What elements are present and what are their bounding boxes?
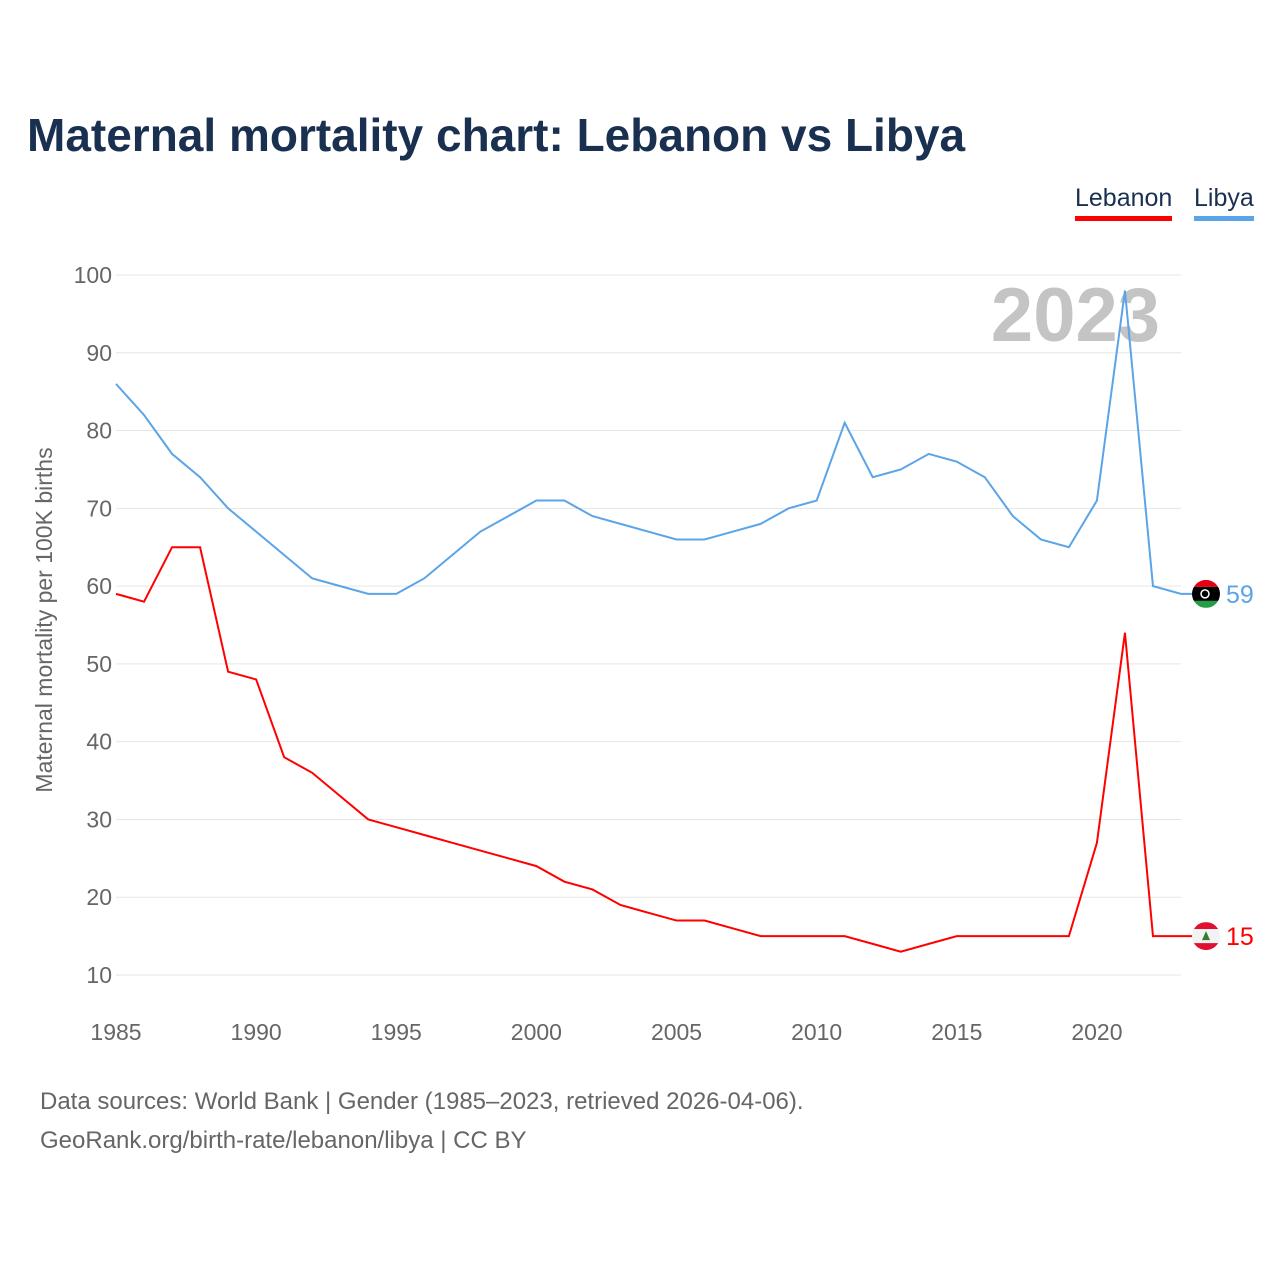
footer-sources: Data sources: World Bank | Gender (1985–… xyxy=(40,1088,804,1115)
y-tick-label: 60 xyxy=(86,573,112,599)
y-tick-label: 90 xyxy=(86,340,112,366)
x-tick-label: 2000 xyxy=(511,1019,562,1045)
y-tick-label: 50 xyxy=(86,651,112,677)
series-line-lebanon xyxy=(115,546,1195,953)
y-tick-label: 100 xyxy=(74,262,112,288)
y-tick-label: 70 xyxy=(86,495,112,521)
year-watermark: 2023 xyxy=(991,273,1160,358)
y-tick-label: 40 xyxy=(86,729,112,755)
chart-title: Maternal mortality chart: Lebanon vs Lib… xyxy=(27,109,966,161)
y-axis-label: Maternal mortality per 100K births xyxy=(31,447,57,792)
x-tick-label: 2010 xyxy=(791,1019,842,1045)
end-value-label-lebanon: 15 xyxy=(1226,923,1254,951)
legend-libya[interactable]: Libya xyxy=(1194,184,1254,221)
x-tick-label: 2005 xyxy=(651,1019,702,1045)
y-tick-label: 10 xyxy=(86,962,112,988)
legend-lebanon[interactable]: Lebanon xyxy=(1075,184,1173,221)
x-tick-label: 2015 xyxy=(931,1019,982,1045)
y-tick-label: 20 xyxy=(86,884,112,910)
x-tick-label: 1995 xyxy=(371,1019,422,1045)
y-tick-label: 80 xyxy=(86,418,112,444)
y-tick-label: 30 xyxy=(86,806,112,832)
footer-credit: GeoRank.org/birth-rate/lebanon/libya | C… xyxy=(40,1127,527,1154)
end-value-label-libya: 59 xyxy=(1226,581,1254,609)
flag-icon-libya xyxy=(1192,579,1220,608)
x-tick-label: 2020 xyxy=(1071,1019,1122,1045)
series-line-libya xyxy=(115,290,1195,595)
x-tick-label: 1990 xyxy=(231,1019,282,1045)
flag-icon-lebanon xyxy=(1192,922,1220,951)
x-tick-label: 1985 xyxy=(90,1019,141,1045)
